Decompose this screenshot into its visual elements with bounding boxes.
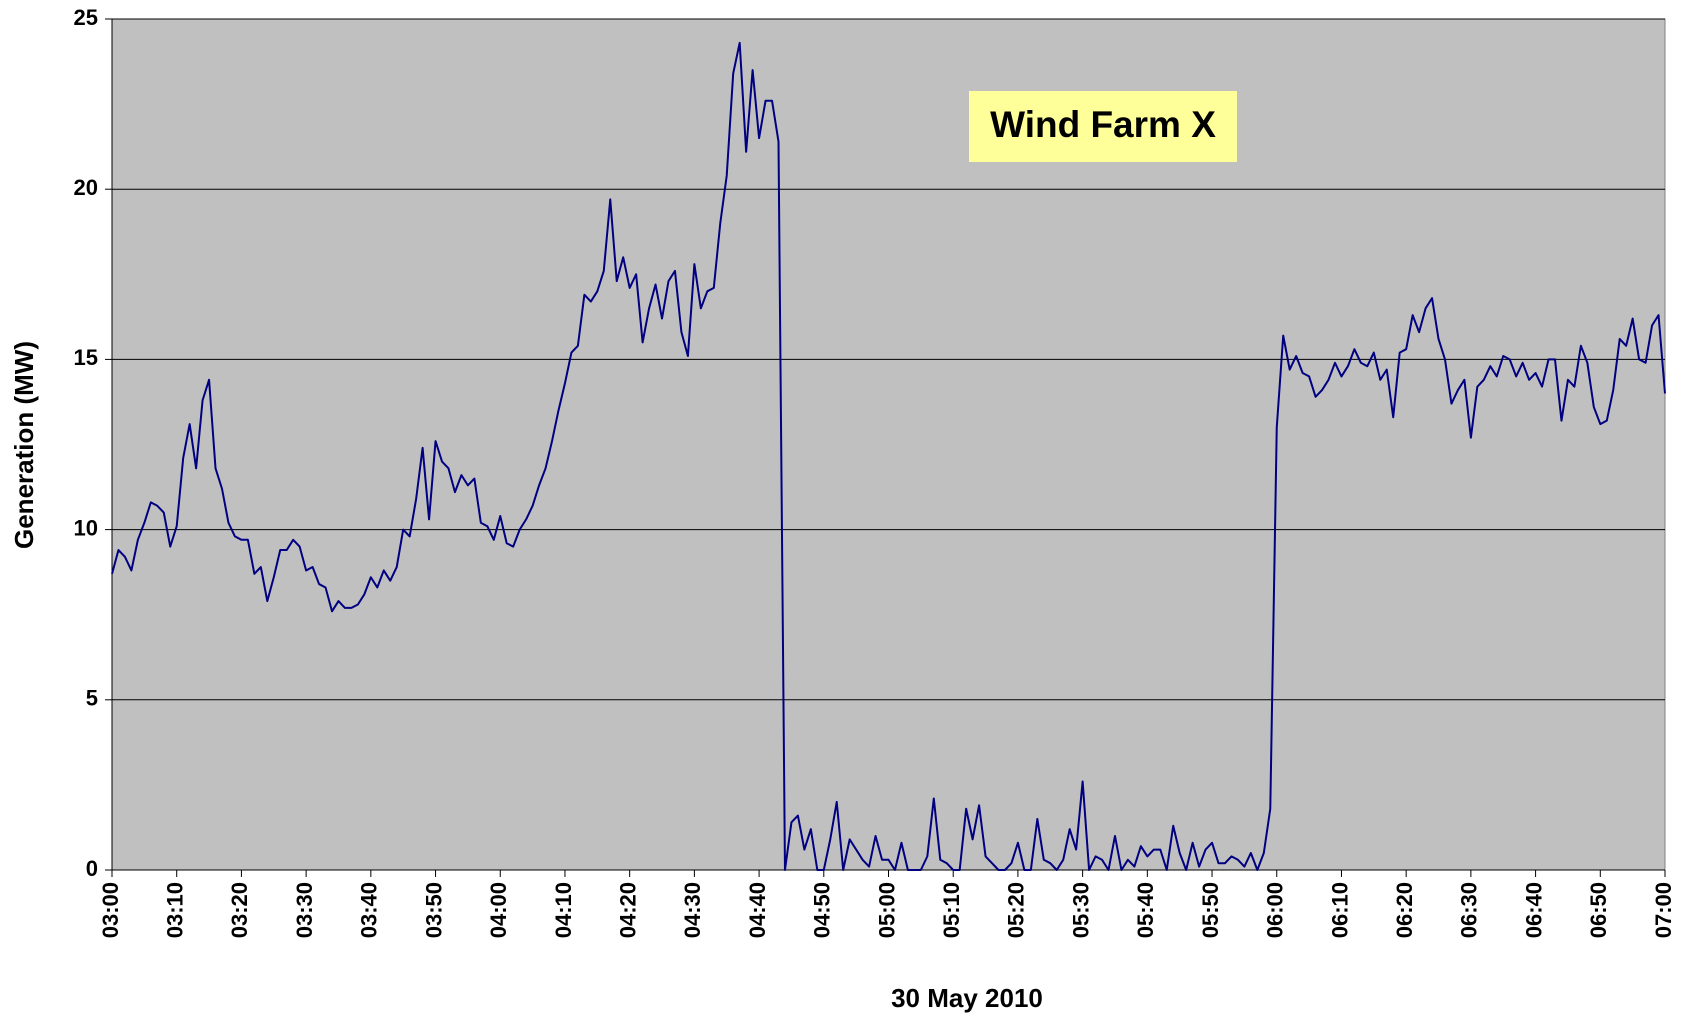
x-tick-label: 03:40 (357, 882, 382, 938)
y-tick-label: 5 (86, 686, 98, 711)
x-tick-label: 07:00 (1651, 882, 1676, 938)
x-tick-label: 06:10 (1327, 882, 1352, 938)
x-tick-label: 03:30 (292, 882, 317, 938)
x-tick-label: 05:50 (1198, 882, 1223, 938)
y-tick-label: 10 (74, 515, 98, 540)
x-tick-label: 03:00 (98, 882, 123, 938)
annotation-box (969, 91, 1237, 162)
x-tick-label: 05:20 (1004, 882, 1029, 938)
x-tick-label: 06:00 (1263, 882, 1288, 938)
x-tick-label: 04:00 (486, 882, 511, 938)
y-tick-label: 0 (86, 856, 98, 881)
plot-area (111, 18, 1666, 871)
x-tick-label: 04:30 (680, 882, 705, 938)
x-tick-label: 04:40 (745, 882, 770, 938)
x-tick-label: 05:40 (1133, 882, 1158, 938)
x-tick-label: 04:10 (551, 882, 576, 938)
y-tick-label: 20 (74, 175, 98, 200)
y-axis-title: Generation (MW) (9, 341, 39, 549)
x-tick-label: 03:50 (421, 882, 446, 938)
x-tick-label: 03:20 (227, 882, 252, 938)
x-tick-label: 05:10 (939, 882, 964, 938)
y-tick-label: 15 (74, 345, 98, 370)
series-line (111, 41, 1666, 871)
y-tick-label: 25 (74, 5, 98, 30)
x-tick-label: 05:30 (1068, 882, 1093, 938)
x-tick-label: 04:20 (615, 882, 640, 938)
x-tick-label: 05:00 (874, 882, 899, 938)
annotation: Wind Farm X (990, 104, 1216, 145)
x-tick-label: 06:50 (1586, 882, 1611, 938)
x-tick-label: 04:50 (810, 882, 835, 938)
x-axis-title: 30 May 2010 (891, 983, 1043, 1013)
x-tick-label: 06:30 (1457, 882, 1482, 938)
x-tick-label: 06:20 (1392, 882, 1417, 938)
x-tick-label: 06:40 (1521, 882, 1546, 938)
x-tick-label: 03:10 (163, 882, 188, 938)
